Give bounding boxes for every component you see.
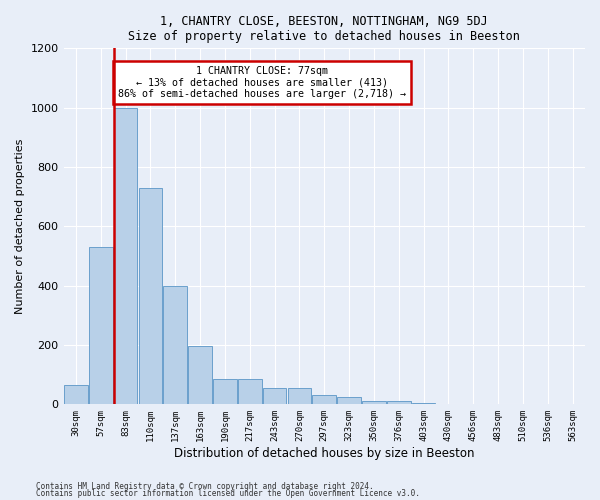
Bar <box>313 396 336 404</box>
Text: Contains public sector information licensed under the Open Government Licence v3: Contains public sector information licen… <box>36 490 420 498</box>
Bar <box>139 188 162 404</box>
Text: 1 CHANTRY CLOSE: 77sqm
← 13% of detached houses are smaller (413)
86% of semi-de: 1 CHANTRY CLOSE: 77sqm ← 13% of detached… <box>118 66 406 100</box>
Bar <box>387 401 410 404</box>
Bar <box>263 388 286 404</box>
X-axis label: Distribution of detached houses by size in Beeston: Distribution of detached houses by size … <box>174 447 475 460</box>
Bar <box>412 403 436 404</box>
Bar <box>114 108 137 405</box>
Bar <box>213 379 237 404</box>
Bar <box>238 379 262 404</box>
Bar <box>64 385 88 404</box>
Bar <box>362 401 386 404</box>
Y-axis label: Number of detached properties: Number of detached properties <box>15 138 25 314</box>
Bar <box>188 346 212 405</box>
Title: 1, CHANTRY CLOSE, BEESTON, NOTTINGHAM, NG9 5DJ
Size of property relative to deta: 1, CHANTRY CLOSE, BEESTON, NOTTINGHAM, N… <box>128 15 520 43</box>
Bar <box>163 286 187 405</box>
Text: Contains HM Land Registry data © Crown copyright and database right 2024.: Contains HM Land Registry data © Crown c… <box>36 482 374 491</box>
Bar <box>287 388 311 404</box>
Bar <box>337 397 361 404</box>
Bar <box>89 247 113 404</box>
